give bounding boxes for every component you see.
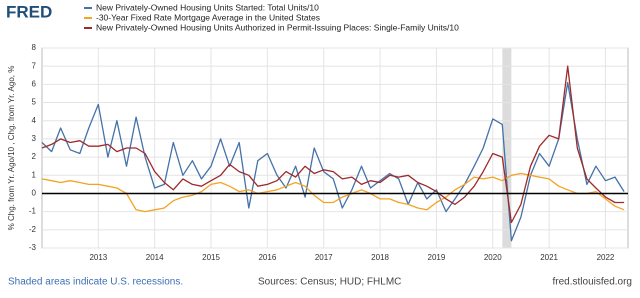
x-tick-label: 2013: [89, 253, 107, 262]
x-tick-label: 2021: [540, 253, 558, 262]
plot-area: [41, 47, 629, 249]
x-tick-label: 2015: [202, 253, 220, 262]
y-tick-label: 1: [32, 170, 37, 179]
legend-label: New Privately-Owned Housing Units Starte…: [96, 2, 319, 12]
y-tick-label: -1: [29, 207, 37, 216]
footer-url: fred.stlouisfed.org: [553, 277, 633, 288]
x-tick-label: 2019: [428, 253, 446, 262]
series-line: [41, 65, 625, 224]
y-tick-label: 4: [32, 116, 37, 125]
logo: FRED: [6, 2, 52, 21]
legend-label: New Privately-Owned Housing Units Author…: [96, 22, 459, 32]
series-line: [41, 172, 625, 213]
footer-note: Shaded areas indicate U.S. recessions.: [8, 277, 183, 288]
recession-band: [502, 48, 512, 248]
y-tick-label: 7: [32, 61, 37, 70]
legend-label: -30-Year Fixed Rate Mortgage Average in …: [96, 12, 320, 22]
y-tick-label: -3: [29, 243, 37, 252]
y-tick-label: 8: [32, 43, 37, 52]
y-tick-label: 2: [32, 152, 37, 161]
y-tick-label: 5: [32, 98, 37, 107]
x-tick-label: 2014: [146, 253, 164, 262]
series-line: [41, 81, 625, 242]
x-tick-label: 2018: [371, 253, 389, 262]
x-tick-label: 2020: [484, 253, 502, 262]
footer-sources: Sources: Census; HUD; FHLMC: [258, 277, 401, 288]
y-tick-label: 0: [32, 189, 37, 198]
x-tick-label: 2022: [597, 253, 615, 262]
y-tick-label: 6: [32, 79, 37, 88]
x-tick-label: 2016: [258, 253, 276, 262]
y-axis-label: % Chg. from Yr. Ago/10 , Chg. from Yr. A…: [7, 66, 16, 231]
y-tick-label: 3: [32, 134, 37, 143]
y-tick-label: -2: [29, 225, 37, 234]
x-tick-label: 2017: [315, 253, 333, 262]
